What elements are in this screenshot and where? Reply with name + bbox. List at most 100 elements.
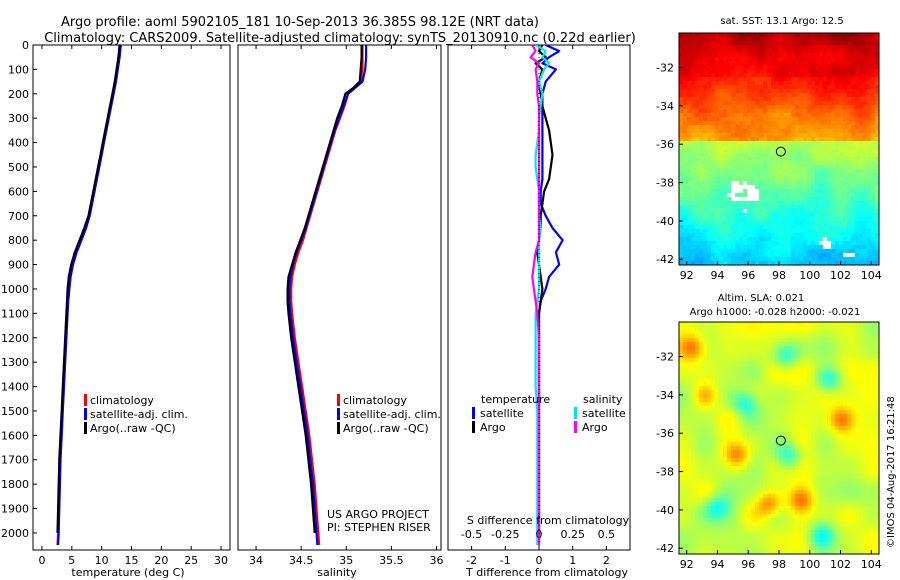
map-cell xyxy=(763,193,768,198)
map-cell xyxy=(859,470,864,475)
map-cell xyxy=(755,358,760,363)
map-cell xyxy=(687,430,692,435)
map-cell xyxy=(875,422,880,427)
map-cell xyxy=(791,458,796,463)
map-cell xyxy=(803,426,808,431)
map-cell xyxy=(827,93,832,98)
map-cell xyxy=(691,462,696,467)
map-cell xyxy=(771,121,776,126)
x-tick-label: 2 xyxy=(603,554,610,567)
map-cell xyxy=(767,65,772,70)
map-cell xyxy=(819,73,824,78)
map-cell xyxy=(819,117,824,122)
map-cell xyxy=(791,161,796,166)
map-cell xyxy=(863,370,868,375)
map-cell xyxy=(875,362,880,367)
map-cell xyxy=(803,229,808,234)
map-cell xyxy=(863,137,868,142)
map-cell xyxy=(863,133,868,138)
map-cell xyxy=(871,458,876,463)
map-cell xyxy=(807,49,812,54)
map-cell xyxy=(787,149,792,154)
temperature-x-axis: 0 5 10 15 20 25 30 xyxy=(38,45,228,567)
map-cell xyxy=(847,249,852,254)
sla-map-panel: Altim. SLA: 0.021 Argo h1000: -0.028 h20… xyxy=(656,293,882,571)
map-cell xyxy=(759,101,764,106)
map-cell xyxy=(723,137,728,142)
map-cell xyxy=(795,406,800,411)
map-cell xyxy=(711,390,716,395)
map-cell xyxy=(679,157,684,162)
map-cell xyxy=(851,370,856,375)
map-cell xyxy=(819,149,824,154)
map-cell xyxy=(835,414,840,419)
map-cell xyxy=(787,113,792,118)
map-cell xyxy=(787,101,792,106)
map-cell xyxy=(847,350,852,355)
map-cell xyxy=(867,213,872,218)
map-cell xyxy=(839,410,844,415)
map-cell xyxy=(719,153,724,158)
map-cell xyxy=(759,229,764,234)
map-cell xyxy=(835,157,840,162)
map-cell xyxy=(851,189,856,194)
map-cell xyxy=(747,145,752,150)
map-cell xyxy=(779,426,784,431)
series-line-s-satellite xyxy=(534,45,551,546)
map-cell xyxy=(843,81,848,86)
map-cell xyxy=(779,398,784,403)
map-cell xyxy=(703,105,708,110)
map-cell xyxy=(859,133,864,138)
legend-climatology-swatch xyxy=(84,394,87,406)
map-cell xyxy=(803,193,808,198)
map-cell xyxy=(819,101,824,106)
map-cell xyxy=(855,61,860,66)
map-cell xyxy=(727,426,732,431)
map-cell xyxy=(771,33,776,38)
map-cell xyxy=(763,422,768,427)
x-tick-label: 25 xyxy=(184,554,198,567)
map-cell xyxy=(719,69,724,74)
map-cell xyxy=(811,77,816,82)
map-cell xyxy=(683,366,688,371)
map-cell xyxy=(855,129,860,134)
map-cell xyxy=(807,125,812,130)
map-cell xyxy=(679,165,684,170)
map-cell xyxy=(815,209,820,214)
map-cell xyxy=(739,245,744,250)
map-cell xyxy=(747,157,752,162)
map-cell xyxy=(759,89,764,94)
map-cell xyxy=(759,402,764,407)
map-cell xyxy=(859,213,864,218)
map-cell xyxy=(775,181,780,186)
map-cell xyxy=(683,253,688,258)
map-cell xyxy=(795,438,800,443)
map-cell xyxy=(715,209,720,214)
map-cell xyxy=(715,109,720,114)
map-cell xyxy=(707,426,712,431)
map-cell xyxy=(803,342,808,347)
map-cell xyxy=(827,458,832,463)
salinity-series xyxy=(286,45,368,546)
map-cell xyxy=(827,386,832,391)
map-cell xyxy=(799,117,804,122)
map-cell xyxy=(711,446,716,451)
map-cell xyxy=(811,470,816,475)
map-cell xyxy=(795,81,800,86)
map-cell xyxy=(699,149,704,154)
map-cell xyxy=(715,426,720,431)
map-cell xyxy=(859,322,864,327)
map-cell xyxy=(727,117,732,122)
map-cell xyxy=(687,450,692,455)
map-cell xyxy=(871,245,876,250)
map-cell xyxy=(803,261,808,266)
map-cell xyxy=(747,153,752,158)
map-cell xyxy=(847,133,852,138)
map-cell xyxy=(875,137,880,142)
map-cell xyxy=(739,422,744,427)
map-cell xyxy=(695,334,700,339)
map-cell xyxy=(783,362,788,367)
map-cell xyxy=(839,434,844,439)
map-cell xyxy=(759,245,764,250)
map-cell xyxy=(799,53,804,58)
